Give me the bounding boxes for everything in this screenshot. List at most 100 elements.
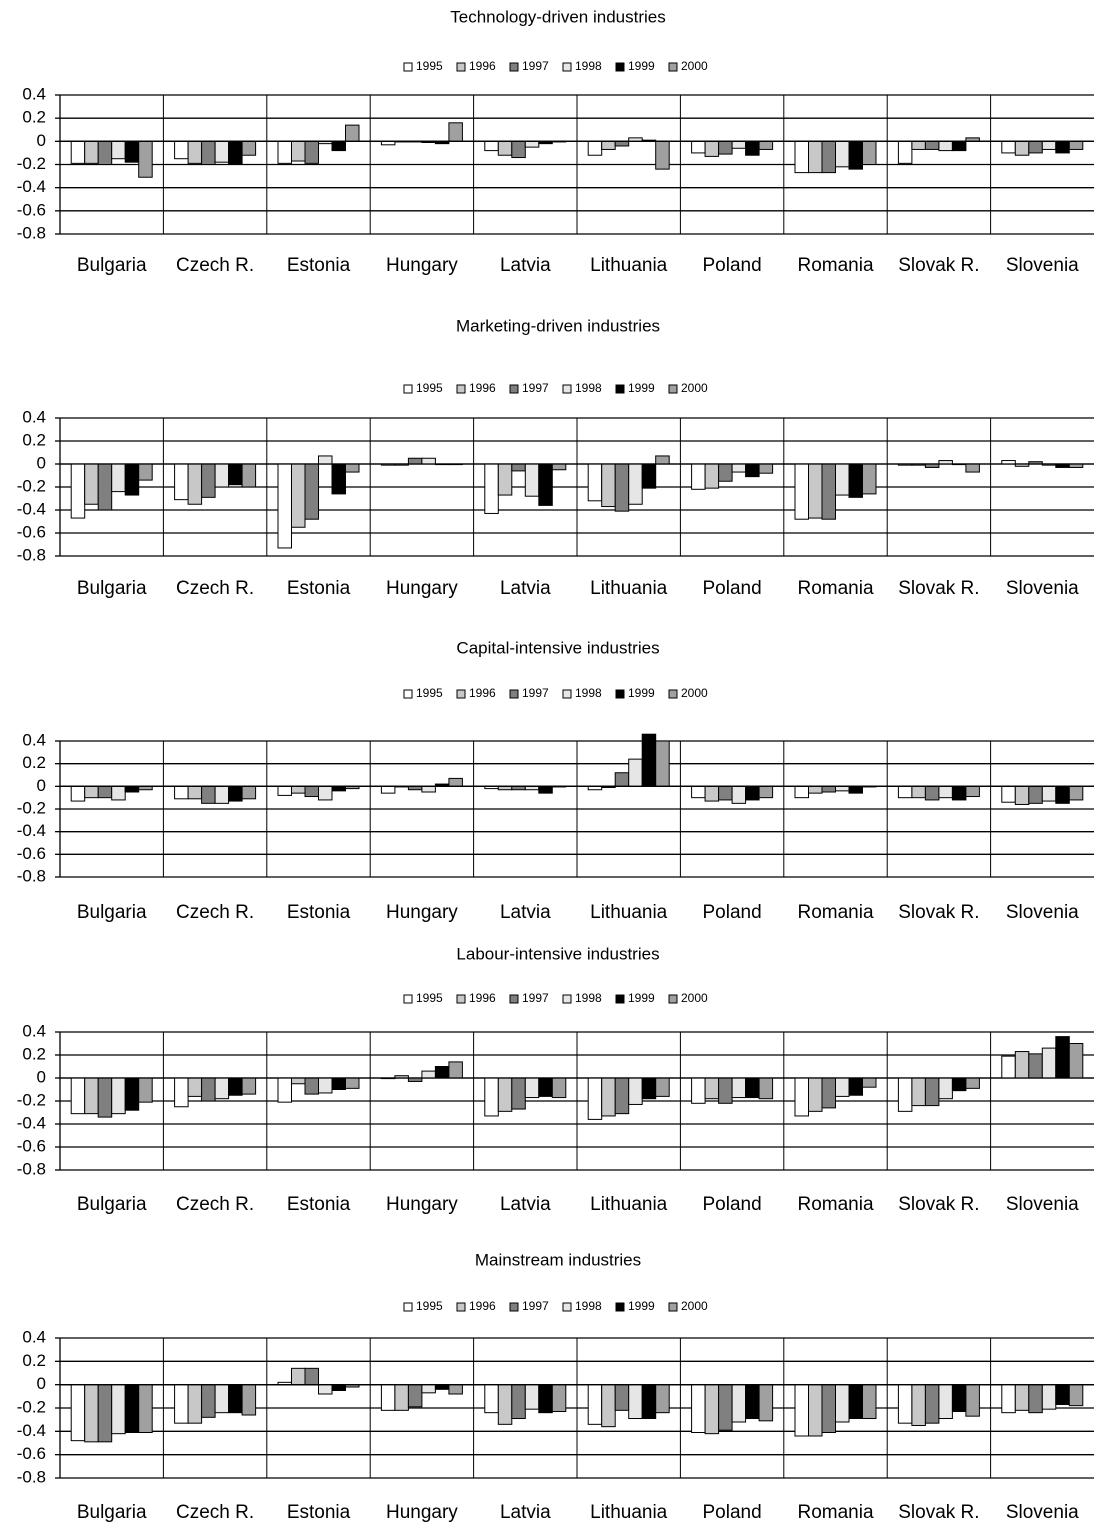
bar-1997 [97,1384,113,1443]
bar-1995 [484,1077,499,1117]
bar-1996 [1014,785,1030,805]
bar-1996 [704,1077,720,1100]
x-category-label: Slovak R. [898,578,979,599]
legend-swatch-1997 [509,994,519,1004]
bar-1997 [511,463,526,472]
bar-2000 [1068,1043,1084,1079]
legend-label-1997: 1997 [522,59,549,73]
bar-1998 [938,140,953,152]
bar-1998 [524,140,540,148]
x-category-label: Lithuania [590,255,668,276]
bar-1998 [835,1384,850,1423]
bar-1999 [538,785,553,794]
bar-1997 [614,140,630,147]
x-category-label: Bulgaria [77,578,147,599]
legend-swatch-1995 [403,994,413,1004]
bar-1996 [601,1384,616,1428]
bar-1999 [848,1077,863,1096]
y-tick-label: -0.8 [17,866,46,885]
x-category-label: Poland [703,1502,762,1523]
bar-2000 [551,463,567,471]
bar-1999 [848,140,863,170]
legend-label-1995: 1995 [416,59,443,73]
bar-1995 [587,140,603,156]
bar-1997 [614,772,630,787]
bar-1995 [70,463,86,519]
bar-1998 [731,1384,747,1423]
y-tick-label: 0.2 [22,430,46,449]
legend-swatch-1996 [456,62,466,72]
bar-1999 [848,463,863,498]
x-category-label: Estonia [287,902,351,923]
x-category-label: Lithuania [590,902,668,923]
bar-1998 [1041,140,1057,150]
bar-1999 [848,1384,863,1419]
chart-title: Mainstream industries [475,1250,641,1269]
bar-1998 [111,140,126,160]
bar-1997 [614,1384,630,1411]
bar-1998 [1041,785,1057,802]
legend-swatch-1999 [615,384,625,394]
bar-2000 [241,463,257,488]
legend: 1995 1996 1997 1998 1999 2000 [403,1299,708,1313]
bar-2000 [655,1077,670,1097]
bar-2000 [241,140,257,156]
legend-label-1999: 1999 [628,1299,655,1313]
bar-1998 [938,1384,953,1419]
legend-label-2000: 2000 [681,59,708,73]
y-tick-label: -0.2 [17,1397,46,1416]
bar-1995 [174,1384,189,1424]
legend-label-1998: 1998 [575,991,602,1005]
bar-1999 [951,1077,967,1092]
bar-2000 [448,777,463,787]
bar-1998 [214,140,230,163]
bar-1997 [821,1384,836,1433]
y-tick-label: -0.6 [17,1444,46,1463]
x-category-label: Hungary [386,902,458,923]
bar-1995 [277,1077,292,1103]
chart-3: Capital-intensive industries 1995 1996 1997… [17,638,1094,923]
x-category-label: Romania [797,578,873,599]
bar-1997 [1028,140,1043,154]
bar-1999 [124,1077,140,1111]
bar-1996 [1014,1051,1030,1079]
bar-1995 [794,1077,809,1117]
bars [70,1367,1084,1443]
legend-swatch-2000 [668,1302,678,1312]
legend-label-1998: 1998 [575,59,602,73]
bar-1995 [1001,1384,1016,1414]
bar-1996 [704,785,720,802]
bar-1996 [808,1077,823,1112]
chart-title: Technology-driven industries [450,7,665,26]
bar-1995 [691,785,706,799]
bar-1996 [704,140,720,157]
x-category-label: Estonia [287,578,351,599]
y-tick-label: 0.2 [22,1044,46,1063]
bar-1997 [97,140,113,165]
bar-1996 [704,1384,720,1435]
legend-swatch-1996 [456,994,466,1004]
bar-2000 [345,124,360,142]
gridlines: 0.4 0.2 0 -0.2 -0.4 -0.6 -0.8 [17,730,1094,885]
legend-label-1996: 1996 [469,686,496,700]
y-tick-label: 0 [37,131,46,150]
bar-1997 [821,785,836,793]
bar-1995 [587,1077,603,1120]
legend: 1995 1996 1997 1998 1999 2000 [403,59,708,73]
bar-1999 [641,733,657,787]
bar-1997 [924,140,940,150]
bar-1999 [538,1077,553,1097]
legend-swatch-2000 [668,62,678,72]
bar-1998 [214,1384,230,1414]
x-category-label: Slovenia [1006,578,1079,599]
bar-1996 [187,1384,203,1424]
bar-1998 [421,1070,436,1079]
bar-1996 [808,140,823,174]
x-category-label: Slovak R. [898,902,979,923]
x-category-label: Poland [703,1194,762,1215]
bar-1995 [897,140,913,164]
bar-1999 [745,1077,760,1099]
bar-1995 [794,1384,809,1437]
bar-1997 [97,1077,113,1118]
legend-label-1998: 1998 [575,1299,602,1313]
